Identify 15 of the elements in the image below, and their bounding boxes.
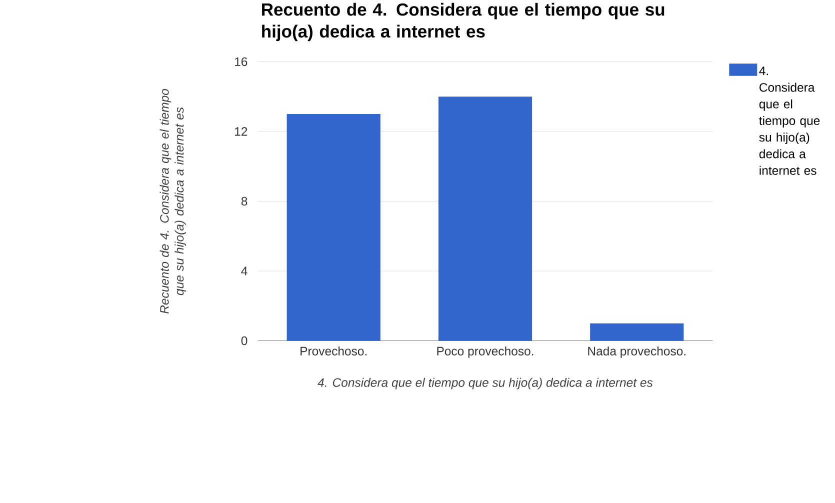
y-axis-title: Recuento de 4. Considera que el tiempo que su hijo(a) dedica a internet es	[160, 88, 186, 314]
y-tick-label: 12	[235, 127, 248, 136]
x-tick-label: Nada provechoso.	[588, 346, 686, 358]
x-tick-label: Poco provechoso.	[437, 346, 534, 358]
x-tick-label: Provechoso.	[300, 346, 367, 356]
y-tick-label: 4	[241, 266, 248, 276]
y-tick-label: 8	[241, 196, 248, 206]
bar	[438, 96, 532, 341]
bar	[590, 323, 684, 341]
bar	[286, 114, 380, 341]
legend-label: 4. Considera que el tiempo que su hijo(a) dedica a internet es	[759, 66, 820, 175]
y-tick-label: 0	[241, 336, 248, 346]
y-tick-label: 16	[235, 57, 248, 66]
chart-title: Recuento de 4. Considera que el tiempo que su hijo(a) dedica a internet es	[262, 2, 664, 42]
x-axis-title: 4. Considera que el tiempo que su hijo(a) dedica a internet es	[318, 378, 653, 390]
